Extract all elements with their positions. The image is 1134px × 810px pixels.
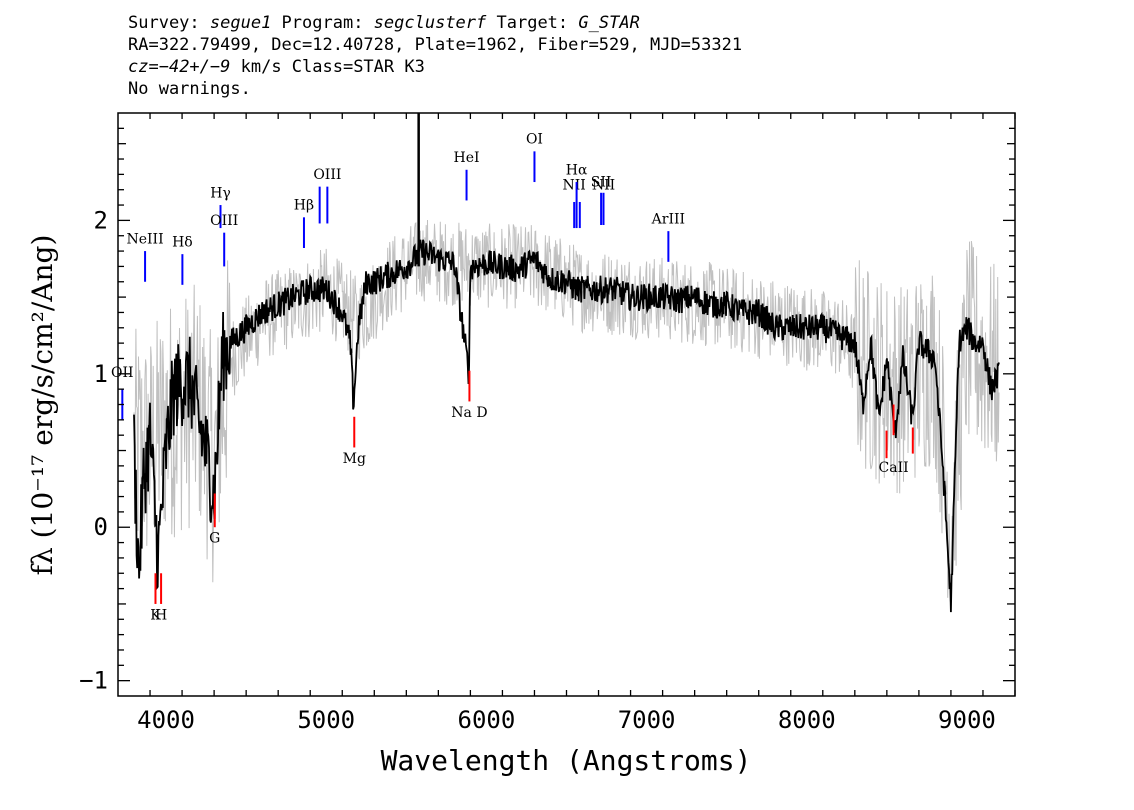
emission-line-label: NII [592, 178, 615, 194]
grey-noise-layer [133, 219, 1000, 602]
flux-series-line [133, 239, 1000, 613]
y-tick-label: 2 [94, 206, 108, 234]
survey-label: Survey: [128, 13, 210, 33]
axis-ticks: 4000 5000 6000 7000 8000 9000 −1 0 1 2 [79, 113, 1016, 734]
x-tick-label: 8000 [778, 706, 836, 734]
absorption-line-label: Mg [343, 451, 366, 467]
emission-line-label: HeI [454, 150, 480, 166]
header-line-4: No warnings. [128, 79, 251, 99]
absorption-line-label: G [209, 531, 220, 547]
x-tick-label: 5000 [297, 706, 355, 734]
target-value: G_STAR [578, 13, 640, 33]
y-tick-label: 1 [94, 360, 108, 388]
y-tick-label: −1 [79, 667, 108, 695]
absorption-line-label: CaII [879, 460, 909, 476]
emission-line-label: SII [591, 175, 612, 191]
emission-line-label: Hβ [294, 198, 314, 214]
x-axis-label: Wavelength (Angstroms) [381, 744, 752, 777]
emission-line-label: NII [563, 178, 586, 194]
x-tick-label: 6000 [458, 706, 516, 734]
emission-line-label: OIII [210, 213, 238, 229]
absorption-line-label: H [155, 607, 167, 623]
y-axis-label: fλ (10⁻¹⁷ erg/s/cm²/Ang) [26, 235, 59, 576]
cz-label: cz= [128, 57, 159, 77]
x-tick-label: 4000 [137, 706, 195, 734]
spectrum-header: Survey: segue1 Program: segclusterf Targ… [128, 12, 742, 100]
cz-value: −42+/−9 [158, 57, 231, 77]
emission-line-label: Hα [566, 162, 588, 178]
header-line-1: Survey: segue1 Program: segclusterf Targ… [128, 12, 742, 34]
absorption-line-label: Na D [451, 405, 487, 421]
program-label: Program: [271, 13, 374, 33]
emission-line-label: OI [526, 132, 543, 148]
target-label: Target: [486, 13, 579, 33]
absorption-line-label: K [150, 607, 161, 623]
header-line-3: cz=−42+/−9 km/s Class=STAR K3 [128, 56, 742, 78]
emission-line-label: ArIII [651, 211, 685, 227]
emission-line-label: Hγ [210, 185, 231, 201]
program-value: segclusterf [373, 13, 487, 33]
survey-value: segue1 [209, 13, 272, 33]
x-tick-label: 7000 [618, 706, 676, 734]
emission-line-label: OIII [313, 167, 341, 183]
grey-series-line [133, 219, 1000, 602]
header-line-2: RA=322.79499, Dec=12.40728, Plate=1962, … [128, 35, 743, 55]
emission-line-label: NeIII [126, 231, 163, 247]
x-tick-label: 9000 [938, 706, 996, 734]
y-tick-label: 0 [94, 513, 108, 541]
cz-rest: km/s Class=STAR K3 [230, 57, 425, 77]
emission-line-label: Hδ [172, 234, 193, 250]
emission-line-label: OII [111, 365, 134, 381]
flux-layer [133, 113, 1000, 613]
